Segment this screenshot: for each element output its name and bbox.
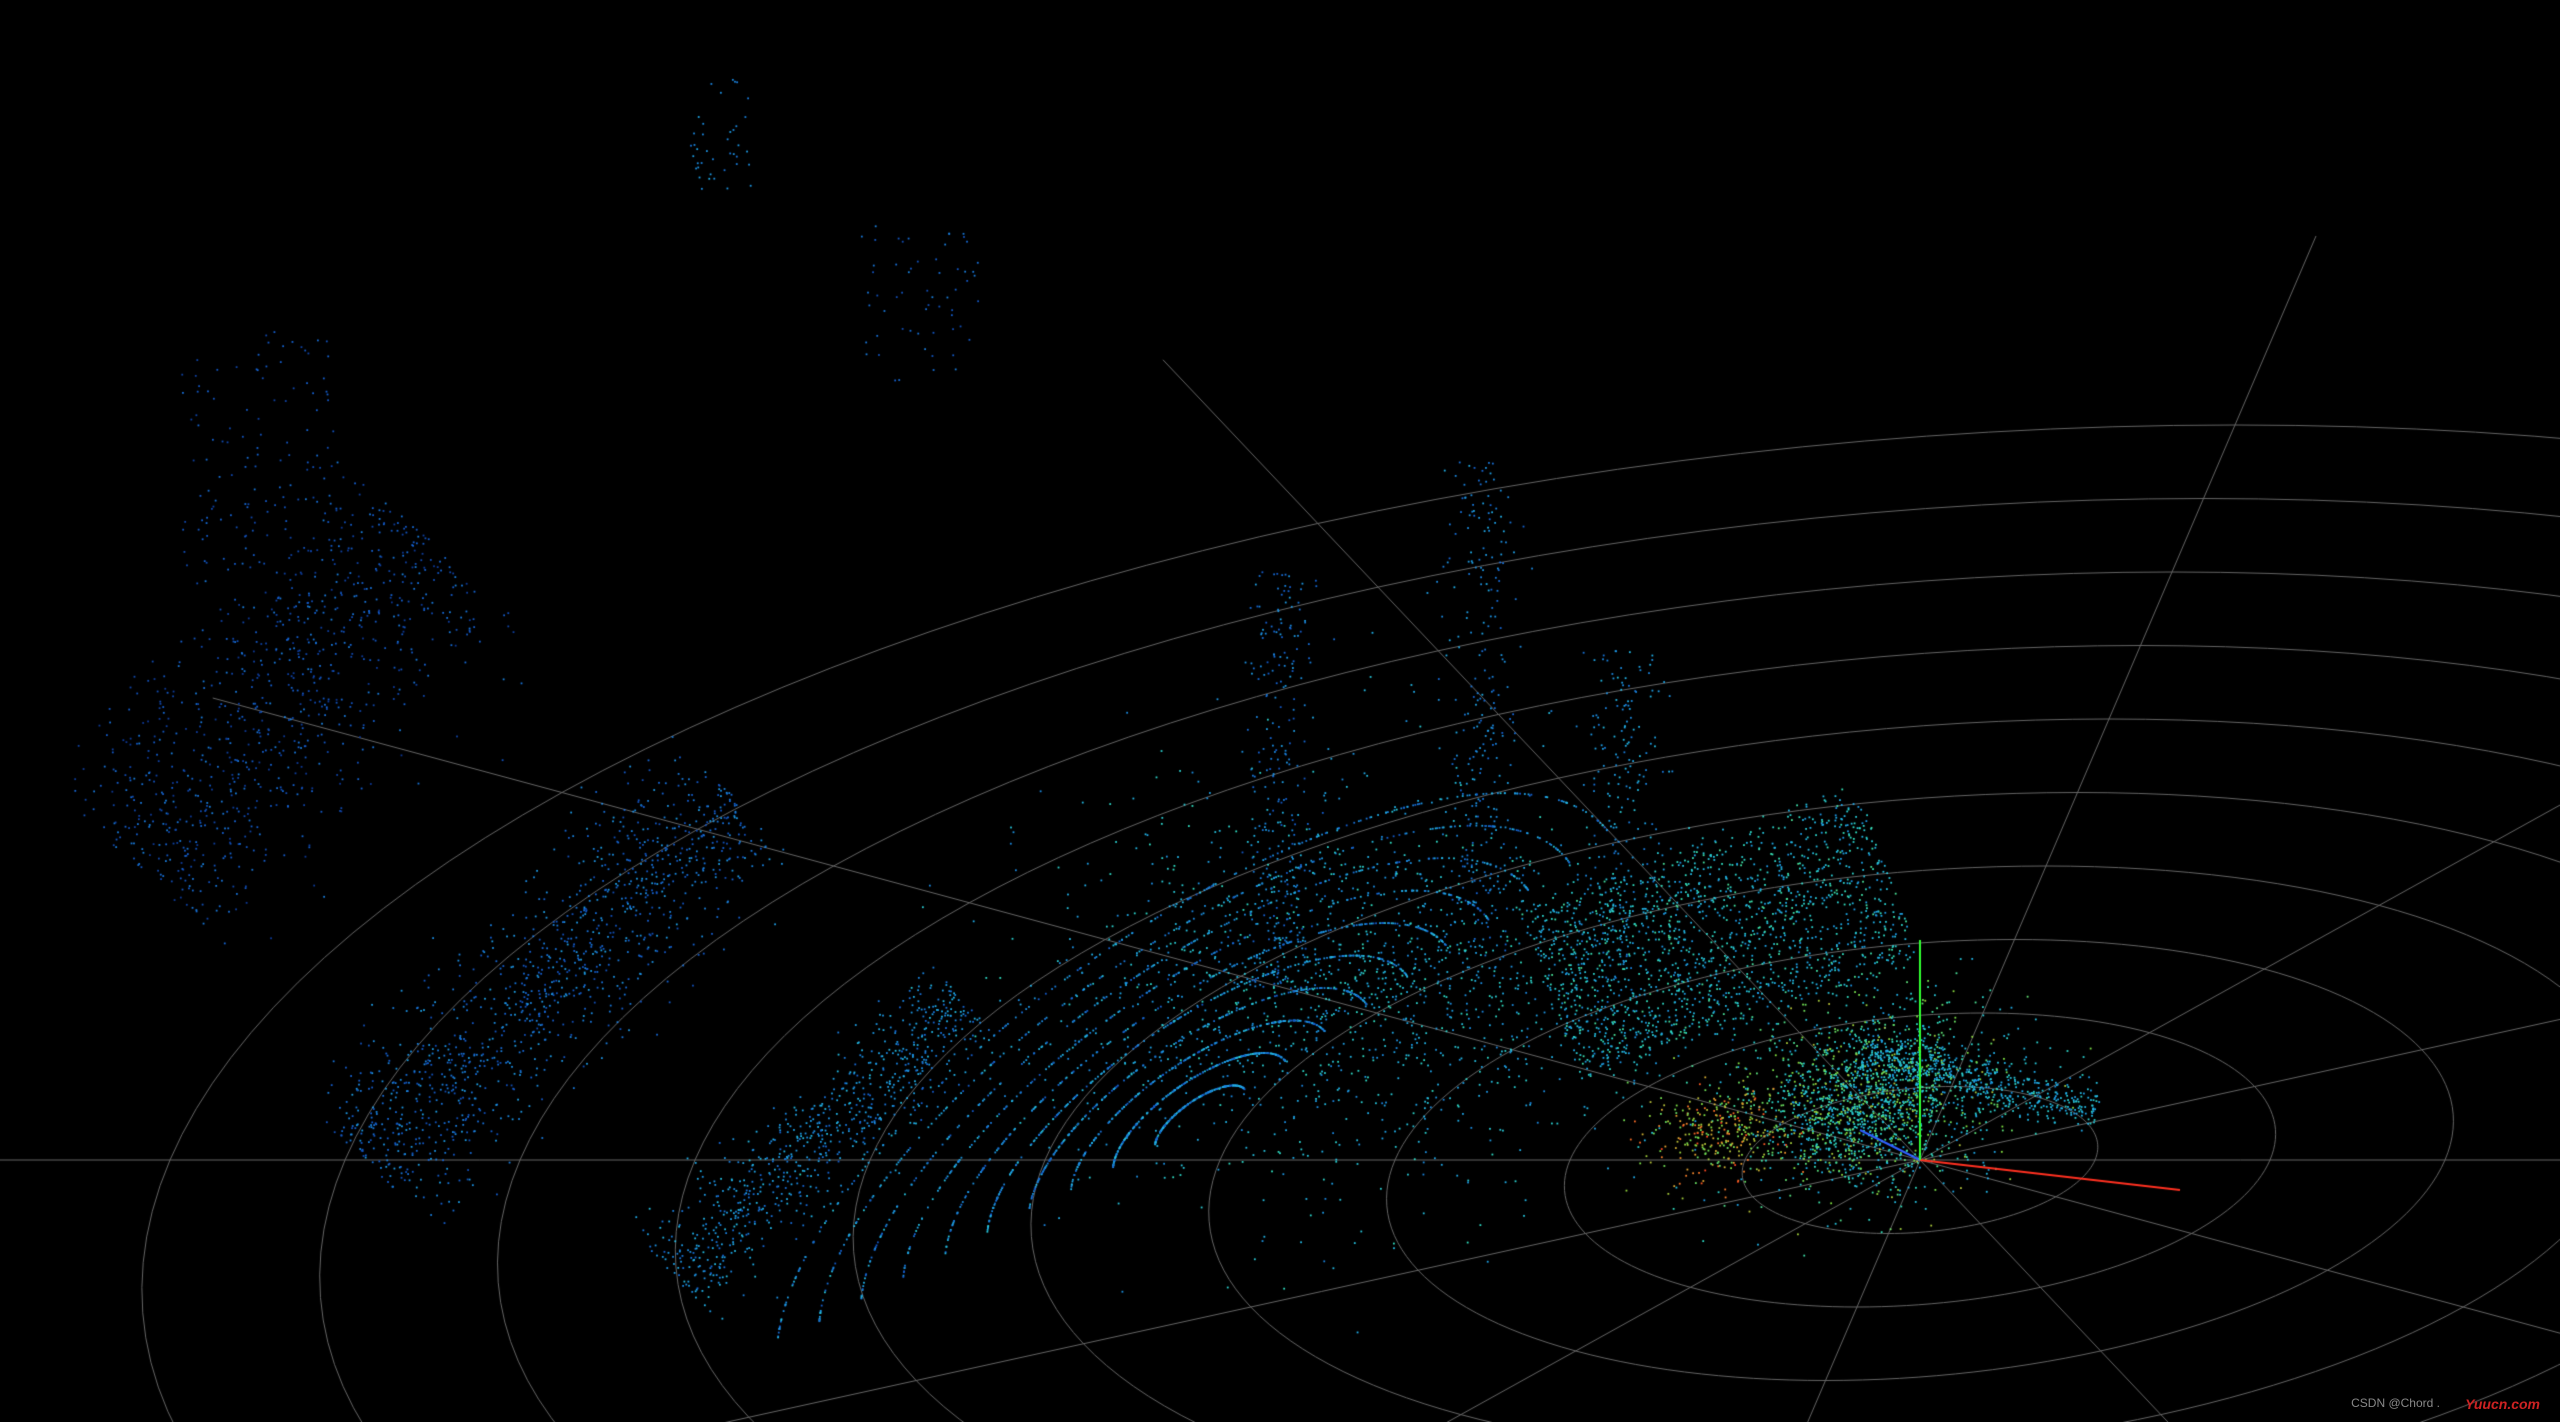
rviz-3d-viewport[interactable]: CSDN @Chord . Yuucn.com <box>0 0 2560 1422</box>
coordinate-axes-layer <box>0 0 2560 1422</box>
site-watermark: Yuucn.com <box>2465 1396 2540 1412</box>
csdn-watermark: CSDN @Chord . <box>2351 1396 2440 1410</box>
